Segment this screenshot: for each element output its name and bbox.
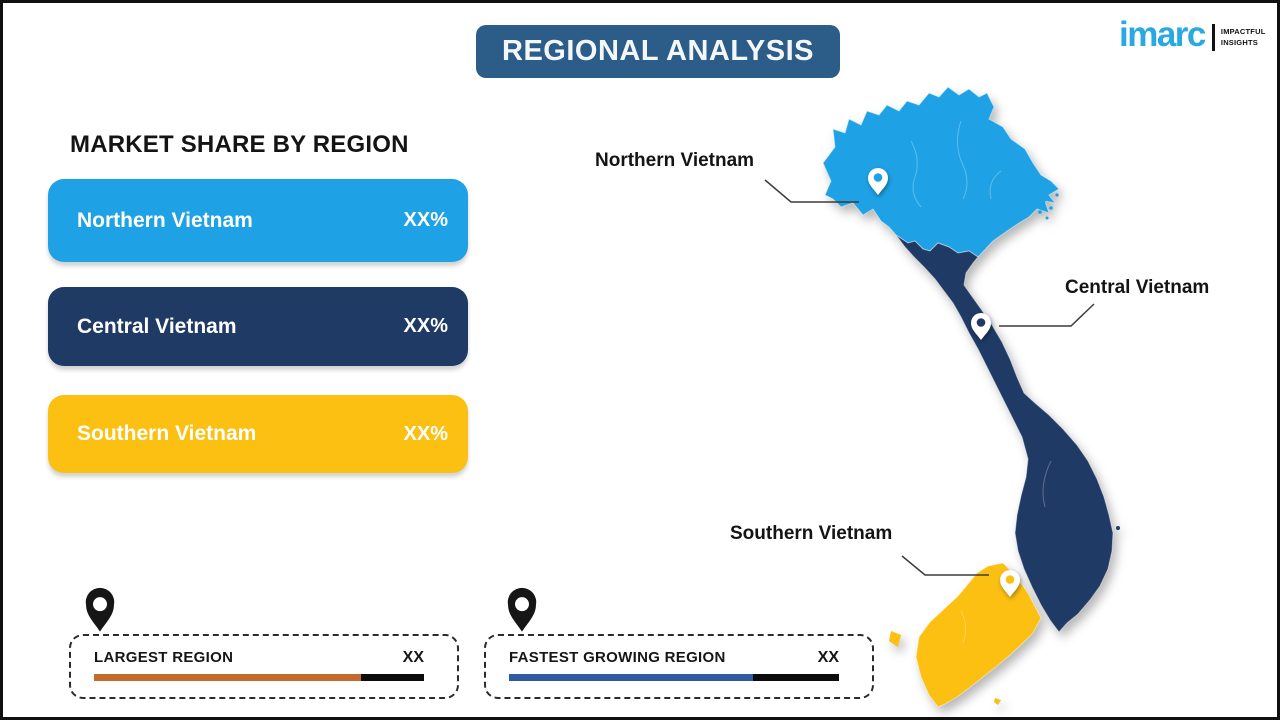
region-bar-central: Central Vietnam XX% bbox=[48, 287, 468, 366]
map-label-central: Central Vietnam bbox=[1065, 277, 1210, 298]
largest-region-pin-icon bbox=[85, 587, 115, 632]
map-pin-central-icon bbox=[971, 313, 991, 340]
page-title-box: REGIONAL ANALYSIS bbox=[476, 25, 840, 78]
logo-tagline-line1: IMPACTFUL bbox=[1220, 27, 1266, 37]
fastest-growing-region-label: FASTEST GROWING REGION bbox=[509, 649, 726, 666]
islet bbox=[1045, 216, 1049, 220]
region-bar-value: XX% bbox=[403, 209, 448, 231]
phu-quoc-island bbox=[889, 631, 901, 647]
fastest-growing-region-bar-track bbox=[509, 674, 839, 681]
river-lines bbox=[910, 120, 1052, 644]
fastest-growing-region-bar-fill bbox=[509, 674, 754, 681]
largest-region-value: XX bbox=[402, 649, 424, 666]
vietnam-map bbox=[822, 86, 1120, 708]
fastest-growing-region-pin-icon bbox=[507, 587, 537, 632]
region-bar-value: XX% bbox=[403, 422, 448, 445]
islet bbox=[1116, 526, 1120, 530]
region-bar-value: XX% bbox=[403, 315, 448, 337]
market-share-heading: MARKET SHARE BY REGION bbox=[70, 131, 409, 158]
imarc-logo-text: imarc bbox=[1119, 15, 1206, 54]
page-title: REGIONAL ANALYSIS bbox=[502, 35, 814, 67]
largest-region-bar-fill bbox=[94, 674, 362, 681]
region-bar-southern: Southern Vietnam XX% bbox=[48, 395, 468, 473]
map-pin-south-icon bbox=[1000, 570, 1020, 597]
islet bbox=[1055, 193, 1059, 197]
logo-divider bbox=[1211, 24, 1215, 51]
largest-region-label: LARGEST REGION bbox=[94, 649, 234, 666]
largest-region-box: LARGEST REGION XX bbox=[69, 634, 459, 699]
fastest-growing-region-value: XX bbox=[817, 649, 839, 666]
logo-tagline-line2: INSIGHTS bbox=[1220, 37, 1258, 47]
northern-region-shape bbox=[822, 86, 1060, 258]
logo-tagline: IMPACTFUL INSIGHTS bbox=[1221, 27, 1266, 47]
islet bbox=[1049, 206, 1053, 210]
central-region-shape bbox=[895, 234, 1114, 633]
map-pin-north-icon bbox=[868, 168, 888, 195]
islet bbox=[1038, 210, 1042, 214]
islet bbox=[994, 698, 1001, 705]
islet bbox=[1041, 197, 1047, 203]
southern-region-shape bbox=[915, 562, 1042, 708]
map-label-southern: Southern Vietnam bbox=[730, 523, 893, 544]
region-bar-label: Southern Vietnam bbox=[77, 422, 257, 445]
region-bar-label: Northern Vietnam bbox=[77, 208, 253, 232]
imarc-logo: imarc IMPACTFUL INSIGHTS bbox=[1119, 17, 1265, 52]
fastest-growing-region-box: FASTEST GROWING REGION XX bbox=[484, 634, 874, 699]
map-label-northern: Northern Vietnam bbox=[595, 150, 755, 171]
region-bar-northern: Northern Vietnam XX% bbox=[48, 179, 468, 262]
region-bar-label: Central Vietnam bbox=[77, 314, 237, 338]
largest-region-bar-track bbox=[94, 674, 424, 681]
